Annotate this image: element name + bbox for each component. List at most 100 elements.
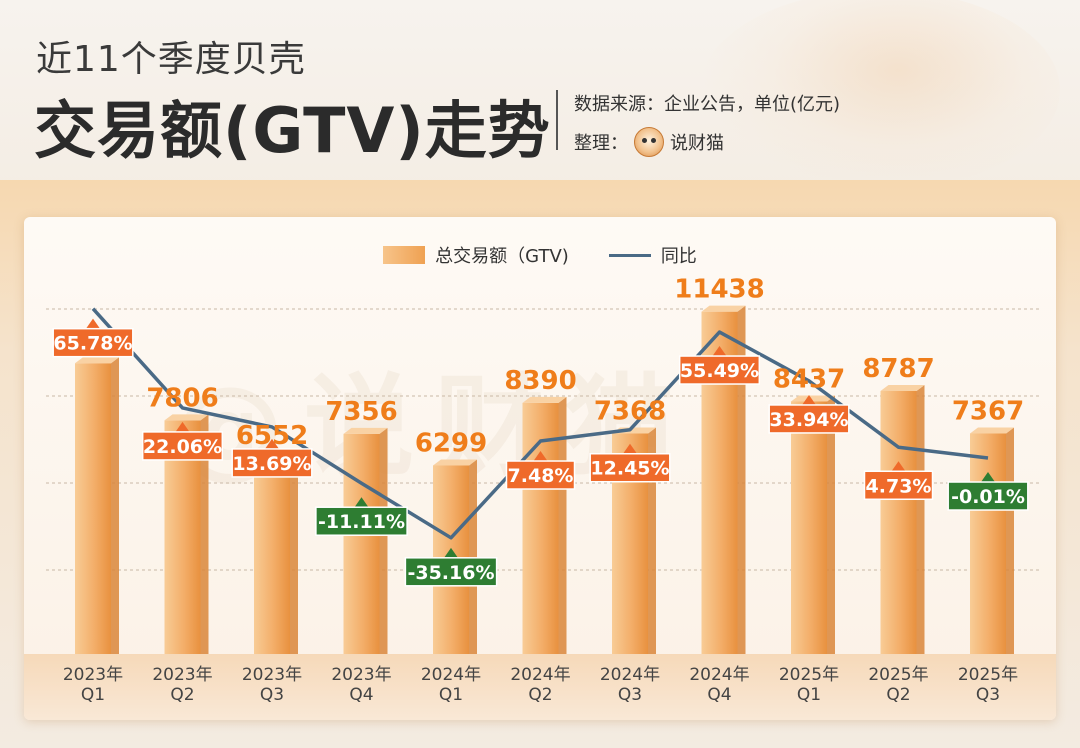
x-tick-label-year: 2023年 xyxy=(152,665,212,685)
page-title: 交易额(GTV)走势 xyxy=(34,94,551,167)
yoy-badge-box xyxy=(589,452,671,483)
gtv-bar-top xyxy=(791,395,835,402)
yoy-value-label: 55.49% xyxy=(680,360,759,382)
gtv-value-label: 7368 xyxy=(594,396,666,426)
x-tick-label-quarter: Q3 xyxy=(260,685,284,705)
legend-item-yoy: 同比 xyxy=(608,242,697,268)
gtv-bar-side xyxy=(379,427,388,654)
cat-avatar-icon xyxy=(634,127,664,157)
yoy-value-label: 4.73% xyxy=(866,475,932,497)
gtv-bar-side xyxy=(737,305,746,654)
yoy-badge-box xyxy=(768,404,850,434)
header: 近11个季度贝壳 交易额(GTV)走势 数据来源：企业公告，单位(亿元) 整理：… xyxy=(0,0,1080,190)
yoy-badge: 22.06% xyxy=(141,421,224,461)
yoy-value-label: 65.78% xyxy=(53,333,132,355)
cat-mascot-illustration xyxy=(700,0,1060,190)
gtv-bar xyxy=(970,433,1006,654)
gtv-bar-top xyxy=(880,385,925,392)
gtv-bar-top xyxy=(701,305,746,312)
yoy-value-label: -0.01% xyxy=(951,486,1025,508)
yoy-badge: 4.73% xyxy=(863,461,934,501)
yoy-badge-pointer xyxy=(802,394,816,405)
x-tick-label-year: 2024年 xyxy=(510,665,570,685)
yoy-badge: 33.94% xyxy=(768,394,850,434)
x-tick-label-quarter: Q1 xyxy=(81,685,105,705)
gtv-bar-side xyxy=(111,357,119,654)
x-tick-label-year: 2024年 xyxy=(421,665,481,685)
gtv-value-label: 7367 xyxy=(952,397,1024,427)
yoy-badge-pointer xyxy=(175,421,190,432)
gtv-bar-side xyxy=(916,385,925,654)
legend-label-gtv: 总交易额（GTV) xyxy=(435,246,569,267)
x-tick-label-year: 2024年 xyxy=(689,665,749,685)
x-tick-label-year: 2025年 xyxy=(779,665,839,685)
x-tick-label-quarter: Q3 xyxy=(618,685,642,705)
chart-legend: 总交易额（GTV) 同比 xyxy=(24,240,1056,270)
yoy-badge-box xyxy=(863,470,934,501)
gtv-bar xyxy=(880,391,917,654)
x-tick-label-year: 2025年 xyxy=(868,665,928,685)
x-tick-label-year: 2025年 xyxy=(958,665,1018,685)
x-tick-label-year: 2023年 xyxy=(242,665,302,685)
yoy-badge-pointer xyxy=(265,438,279,449)
gtv-bar-side xyxy=(1006,427,1014,654)
yoy-value-label: 33.94% xyxy=(769,409,848,431)
gtv-bar xyxy=(75,363,111,654)
yoy-badge-pointer xyxy=(354,497,369,508)
credit-prefix: 整理： xyxy=(574,133,628,154)
yoy-badge-box xyxy=(315,506,408,536)
gtv-value-label: 8787 xyxy=(862,354,934,384)
x-tick-label-quarter: Q3 xyxy=(976,685,1000,705)
gtv-bar-side xyxy=(827,395,835,654)
x-tick-label-quarter: Q4 xyxy=(707,685,731,705)
yoy-badge-pointer xyxy=(86,318,100,329)
gtv-bar xyxy=(522,402,559,654)
gtv-bar-side xyxy=(469,459,477,654)
yoy-badge-pointer xyxy=(712,346,727,357)
page-subtitle: 近11个季度贝壳 xyxy=(36,39,306,80)
legend-line-swatch xyxy=(608,253,651,257)
yoy-badge-box xyxy=(404,557,498,587)
yoy-badge: 65.78% xyxy=(52,318,134,358)
gtv-value-label: 11438 xyxy=(674,275,764,305)
legend-item-gtv: 总交易额（GTV) xyxy=(383,242,569,268)
gtv-value-label: 6299 xyxy=(415,428,487,458)
x-tick-label-quarter: Q1 xyxy=(439,685,463,705)
credit: 整理： 说财猫 xyxy=(574,127,724,157)
x-tick-label-year: 2023年 xyxy=(331,665,391,685)
yoy-value-label: -35.16% xyxy=(407,562,494,584)
x-tick-label-quarter: Q2 xyxy=(886,685,910,705)
gtv-bar-top xyxy=(970,427,1014,434)
title-divider xyxy=(556,90,558,150)
x-tick-label-quarter: Q4 xyxy=(349,685,373,705)
legend-label-yoy: 同比 xyxy=(660,246,697,267)
credit-name: 说财猫 xyxy=(670,133,724,154)
x-tick-label-year: 2024年 xyxy=(600,665,660,685)
gtv-bar-side xyxy=(648,427,656,654)
gtv-bar xyxy=(343,433,380,654)
yoy-badge-pointer xyxy=(533,451,548,462)
yoy-badge: -0.01% xyxy=(947,472,1029,511)
gtv-bar-top xyxy=(75,357,119,364)
yoy-badge-pointer xyxy=(891,461,906,472)
gtv-bar xyxy=(254,457,290,654)
x-tick-label-quarter: Q1 xyxy=(797,685,821,705)
yoy-badge-pointer xyxy=(623,443,637,454)
gtv-value-label: 8437 xyxy=(773,364,845,394)
gtv-bar-side xyxy=(200,414,209,654)
yoy-badge-box xyxy=(678,355,761,385)
yoy-value-label: 7.48% xyxy=(508,465,574,487)
yoy-badge-pointer xyxy=(981,472,995,483)
yoy-badge-box xyxy=(141,431,224,461)
legend-bar-swatch xyxy=(383,246,426,264)
yoy-line xyxy=(91,307,989,540)
yoy-badge-pointer xyxy=(444,547,458,558)
yoy-value-label: -11.11% xyxy=(318,511,405,533)
yoy-value-label: 13.69% xyxy=(232,453,311,475)
gtv-bar-top xyxy=(522,396,567,403)
x-tick-label-year: 2023年 xyxy=(63,665,123,685)
gtv-bar-top xyxy=(433,459,477,466)
gtv-bar-side xyxy=(558,396,567,654)
yoy-value-label: 12.45% xyxy=(590,458,669,480)
